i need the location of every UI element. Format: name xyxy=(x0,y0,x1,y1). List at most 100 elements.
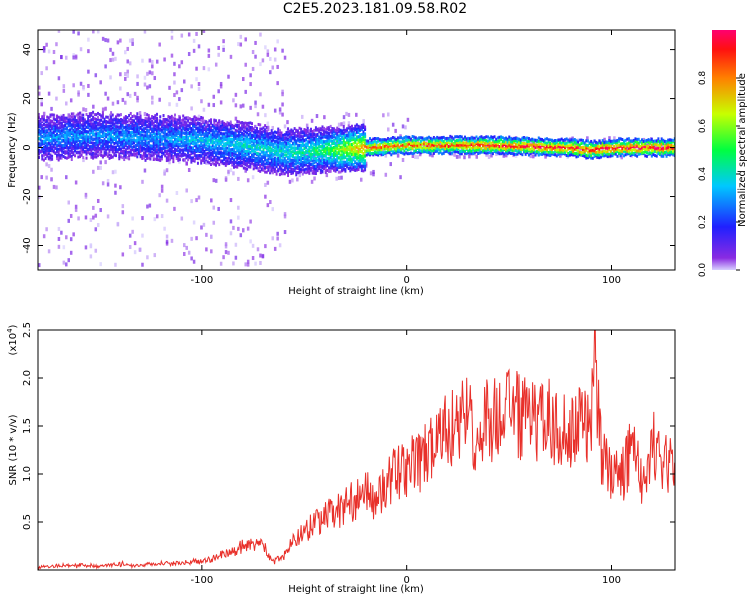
heatmap-cell xyxy=(275,164,278,168)
heatmap-cell xyxy=(241,164,244,168)
heatmap-cell xyxy=(264,153,267,157)
heatmap-cell xyxy=(264,141,267,145)
heatmap-cell xyxy=(82,150,85,154)
heatmap-cell xyxy=(488,151,491,155)
heatmap-cell xyxy=(123,146,126,150)
heatmap-cell xyxy=(208,123,211,127)
heatmap-cell xyxy=(214,151,217,155)
heatmap-cell xyxy=(210,163,213,167)
heatmap-cell xyxy=(207,102,211,107)
heatmap-cell xyxy=(214,129,217,133)
heatmap-cell xyxy=(83,118,86,122)
heatmap-cell xyxy=(180,144,183,148)
heatmap-cell xyxy=(459,140,462,144)
heatmap-cell xyxy=(477,151,480,155)
heatmap-cell xyxy=(252,167,255,171)
heatmap-cell xyxy=(305,123,309,128)
heatmap-cell xyxy=(355,168,358,172)
heatmap-cell xyxy=(382,147,385,152)
heatmap-cell xyxy=(244,145,247,149)
heatmap-cell xyxy=(136,117,139,121)
heatmap-cell xyxy=(287,151,290,155)
heatmap-cell xyxy=(64,138,67,142)
heatmap-cell xyxy=(273,108,277,113)
heatmap-cell xyxy=(70,135,73,139)
heatmap-cell xyxy=(208,151,211,155)
heatmap-cell xyxy=(372,145,375,149)
heatmap-cell xyxy=(449,145,452,149)
heatmap-cell xyxy=(662,144,665,149)
heatmap-cell xyxy=(111,150,114,154)
heatmap-cell xyxy=(246,178,250,183)
heatmap-cell xyxy=(124,72,127,77)
heatmap-cell xyxy=(195,118,198,122)
heatmap-cell xyxy=(396,136,399,140)
heatmap-cell xyxy=(254,163,257,167)
heatmap-cell xyxy=(70,154,73,158)
heatmap-cell xyxy=(182,118,185,122)
heatmap-cell xyxy=(96,136,99,140)
heatmap-cell xyxy=(173,206,176,211)
heatmap-cell xyxy=(321,161,324,165)
heatmap-cell xyxy=(350,136,353,140)
heatmap-cell xyxy=(113,117,116,121)
heatmap-cell xyxy=(270,147,273,151)
heatmap-cell xyxy=(65,262,68,267)
heatmap-cell xyxy=(293,146,296,150)
heatmap-cell xyxy=(212,220,216,225)
heatmap-cell xyxy=(509,140,512,144)
heatmap-cell xyxy=(211,147,214,151)
heatmap-cell xyxy=(85,139,88,143)
heatmap-cell xyxy=(137,150,140,154)
heatmap-cell xyxy=(419,142,422,146)
heatmap-cell xyxy=(231,160,234,164)
heatmap-cell xyxy=(368,153,371,157)
heatmap-cell xyxy=(251,147,254,151)
heatmap-cell xyxy=(383,147,386,151)
heatmap-cell xyxy=(147,149,150,153)
heatmap-cell xyxy=(432,143,435,147)
heatmap-cell xyxy=(126,155,129,159)
heatmap-cell xyxy=(152,155,155,159)
heatmap-cell xyxy=(65,126,68,130)
heatmap-cell xyxy=(121,132,124,136)
heatmap-cell xyxy=(92,154,95,158)
heatmap-cell xyxy=(197,114,201,119)
heatmap-cell xyxy=(56,117,59,121)
heatmap-cell xyxy=(101,142,104,146)
heatmap-cell xyxy=(372,143,375,147)
heatmap-cell xyxy=(149,157,152,161)
heatmap-cell xyxy=(162,134,165,138)
heatmap-cell xyxy=(190,149,193,153)
heatmap-cell xyxy=(516,146,519,150)
heatmap-cell xyxy=(206,121,209,125)
heatmap-cell xyxy=(259,123,262,127)
heatmap-cell xyxy=(237,141,240,145)
heatmap-cell xyxy=(285,136,288,140)
heatmap-cell xyxy=(116,140,119,144)
heatmap-cell xyxy=(134,133,137,137)
heatmap-cell xyxy=(269,149,272,153)
heatmap-cell xyxy=(159,135,162,139)
heatmap-cell xyxy=(354,132,357,136)
heatmap-cell xyxy=(514,142,517,146)
heatmap-cell xyxy=(625,147,628,152)
heatmap-cell xyxy=(337,134,340,138)
heatmap-cell xyxy=(143,111,147,116)
heatmap-cell xyxy=(128,233,132,238)
heatmap-cell xyxy=(92,169,95,174)
heatmap-cell xyxy=(232,137,235,141)
heatmap-cell xyxy=(92,30,95,34)
heatmap-cell xyxy=(334,158,337,162)
heatmap-cell xyxy=(498,139,501,143)
heatmap-cell xyxy=(108,138,111,142)
heatmap-cell xyxy=(115,118,118,122)
heatmap-cell xyxy=(418,145,421,149)
heatmap-cell xyxy=(110,127,113,131)
heatmap-cell xyxy=(106,96,110,101)
heatmap-cell xyxy=(40,71,43,76)
heatmap-cell xyxy=(262,149,265,153)
heatmap-cell xyxy=(498,152,501,156)
heatmap-cell xyxy=(100,114,103,118)
heatmap-cell xyxy=(352,164,355,168)
